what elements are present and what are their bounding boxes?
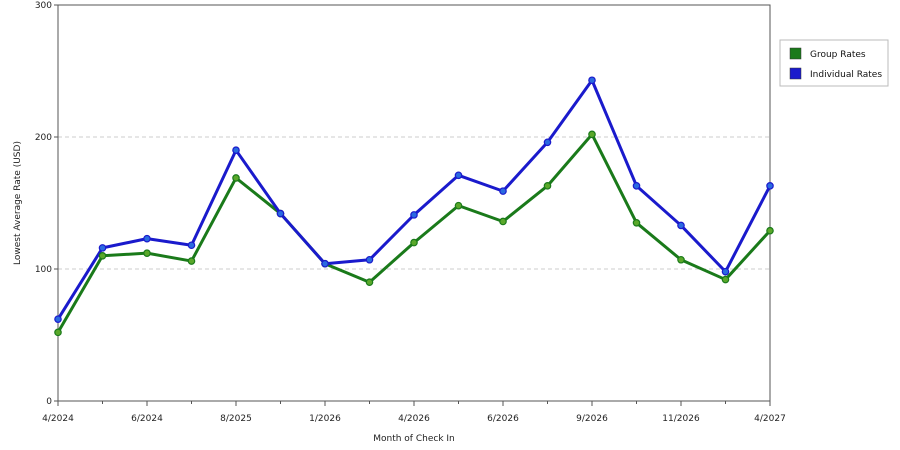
series-point-1[interactable] [276,209,285,218]
series-point-0[interactable] [588,130,596,139]
series-point-0[interactable] [232,174,240,182]
series-point-1[interactable] [321,259,329,268]
x-tick-label: 4/2026 [398,414,430,424]
series-point-1[interactable] [54,315,62,323]
series-point-1[interactable] [677,221,685,230]
series-point-1[interactable] [187,241,196,250]
series-point-1[interactable] [454,171,463,180]
x-tick-label: 4/2027 [754,414,786,424]
series-layer [54,76,774,337]
legend: Group Rates Individual Rates [779,39,889,87]
legend-swatch-0 [789,47,802,60]
series-point-1[interactable] [410,211,418,219]
x-axis-title: Month of Check In [373,434,455,444]
series-point-0[interactable] [499,217,507,226]
series-point-0[interactable] [54,328,62,337]
x-tick-label: 8/2025 [220,414,252,424]
grid-layer [58,136,770,270]
series-point-1[interactable] [721,267,730,276]
series-point-0[interactable] [677,255,685,264]
series-point-0[interactable] [632,219,641,227]
axis-layer: 0 100 200 300 4/2024 6/2024 8/2025 1/2026 4/2026… [35,1,786,424]
x-tick-label: 6/2024 [131,414,163,424]
series-point-0[interactable] [454,201,463,210]
legend-label-0: Group Rates [810,50,866,60]
x-tick-label: 4/2024 [42,414,74,424]
x-tick-label: 6/2026 [487,414,519,424]
series-point-1[interactable] [98,244,107,252]
series-point-1[interactable] [365,255,374,264]
series-point-1[interactable] [143,234,151,243]
y-axis-title: Lowest Average Rate (USD) [13,141,23,265]
series-point-1[interactable] [588,76,596,85]
series-line-1 [56,78,772,320]
y-tick-label: 0 [46,397,52,407]
series-point-0[interactable] [766,226,774,235]
plot-frame [57,4,771,402]
series-point-0[interactable] [365,278,374,287]
series-point-1[interactable] [766,182,774,190]
y-tick-label: 300 [35,1,52,11]
series-point-0[interactable] [187,257,196,265]
x-tick-label: 11/2026 [662,414,700,424]
legend-label-1: Individual Rates [810,70,882,80]
series-point-1[interactable] [543,138,552,147]
series-point-0[interactable] [721,275,730,284]
series-point-1[interactable] [232,146,240,155]
series-point-0[interactable] [543,182,552,190]
y-tick-label: 200 [35,133,52,143]
x-tick-label: 9/2026 [576,414,608,424]
series-point-0[interactable] [98,252,107,260]
series-point-1[interactable] [499,187,507,195]
series-point-1[interactable] [632,182,641,190]
series-point-0[interactable] [143,249,151,257]
series-line-0 [56,132,772,334]
y-tick-label: 100 [35,265,52,275]
x-tick-label: 1/2026 [309,414,341,424]
legend-swatch-1 [789,67,802,80]
series-point-0[interactable] [410,238,418,247]
